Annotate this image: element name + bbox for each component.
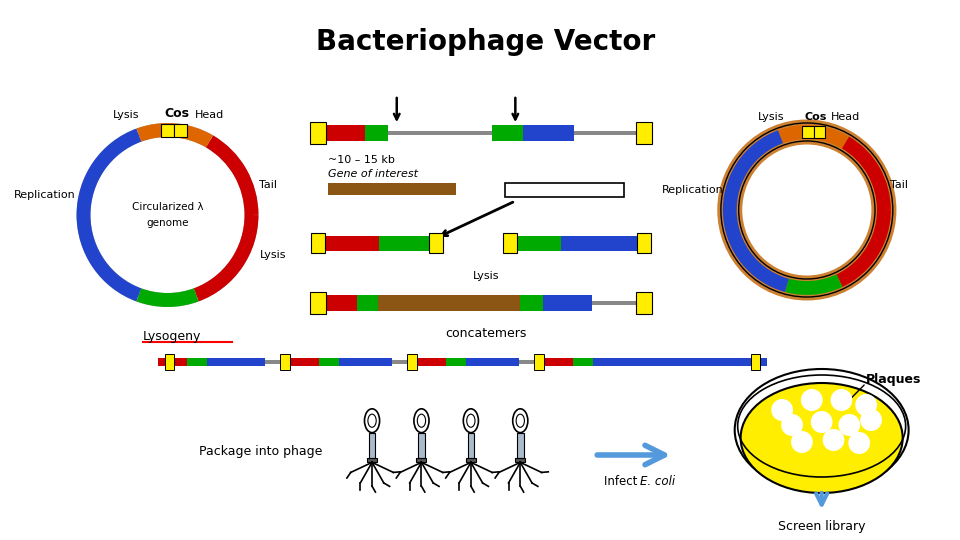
Bar xyxy=(516,458,525,462)
Text: ~10 – 15 kb: ~10 – 15 kb xyxy=(327,155,395,165)
Bar xyxy=(466,358,519,366)
Bar xyxy=(161,124,174,137)
Bar xyxy=(367,458,377,462)
Circle shape xyxy=(781,414,803,436)
Bar xyxy=(311,233,324,253)
Circle shape xyxy=(739,142,874,278)
Circle shape xyxy=(860,409,882,431)
Bar xyxy=(318,131,644,135)
Bar xyxy=(802,126,813,138)
Circle shape xyxy=(838,414,860,436)
Bar xyxy=(429,233,444,253)
Bar xyxy=(520,295,542,311)
Bar xyxy=(446,358,466,366)
Bar xyxy=(506,183,624,197)
Bar xyxy=(187,358,207,366)
Bar xyxy=(636,122,652,144)
Bar xyxy=(511,235,561,251)
Bar xyxy=(419,433,425,458)
Bar xyxy=(636,292,652,314)
Bar xyxy=(813,126,826,138)
Bar xyxy=(379,235,436,251)
Bar xyxy=(357,295,378,311)
Bar xyxy=(407,358,446,366)
Bar xyxy=(636,233,651,253)
Bar xyxy=(751,354,760,370)
Text: Package into phage: Package into phage xyxy=(199,446,323,458)
Bar xyxy=(320,358,339,366)
Bar xyxy=(157,360,767,364)
Text: Bacteriophage Vector: Bacteriophage Vector xyxy=(316,28,656,56)
Bar xyxy=(593,358,767,366)
Ellipse shape xyxy=(740,383,902,493)
Text: Plaques: Plaques xyxy=(866,374,922,387)
Bar xyxy=(157,358,187,366)
Circle shape xyxy=(830,389,852,411)
Text: Lysogeny: Lysogeny xyxy=(143,330,202,343)
Circle shape xyxy=(79,125,256,305)
Circle shape xyxy=(855,394,877,416)
Bar xyxy=(468,433,474,458)
FancyArrowPatch shape xyxy=(816,493,828,504)
Bar xyxy=(339,358,392,366)
Text: Tail: Tail xyxy=(890,180,908,190)
Bar xyxy=(279,358,320,366)
Text: genome: genome xyxy=(146,218,189,228)
Bar xyxy=(318,301,644,305)
Text: Cos: Cos xyxy=(804,112,827,122)
Bar xyxy=(207,358,265,366)
Bar xyxy=(417,458,426,462)
Bar xyxy=(492,125,523,141)
Bar xyxy=(516,433,523,458)
FancyArrowPatch shape xyxy=(597,446,664,465)
Text: concatemers: concatemers xyxy=(445,327,526,340)
Circle shape xyxy=(801,389,823,411)
Text: Infect: Infect xyxy=(604,475,641,488)
Bar xyxy=(365,125,388,141)
Bar xyxy=(164,354,175,370)
Circle shape xyxy=(823,429,845,451)
Bar xyxy=(369,433,375,458)
Bar xyxy=(318,125,365,141)
Bar xyxy=(503,233,517,253)
Bar xyxy=(279,354,290,370)
Bar xyxy=(318,235,379,251)
Bar xyxy=(542,295,591,311)
Text: Gene of interest: Gene of interest xyxy=(327,169,418,179)
Bar xyxy=(310,292,325,314)
Text: Head: Head xyxy=(195,110,224,120)
Text: Tail: Tail xyxy=(259,180,277,190)
Bar xyxy=(534,358,573,366)
Text: Lysis: Lysis xyxy=(259,250,286,260)
Circle shape xyxy=(791,431,813,453)
Circle shape xyxy=(811,411,832,433)
Bar xyxy=(466,458,476,462)
Bar xyxy=(407,354,417,370)
Text: Lysis: Lysis xyxy=(757,112,784,122)
Bar xyxy=(378,295,520,311)
Bar xyxy=(534,354,543,370)
Bar xyxy=(327,183,456,195)
Text: Cos: Cos xyxy=(164,107,189,120)
Text: Circularized λ: Circularized λ xyxy=(132,202,204,212)
Circle shape xyxy=(849,432,870,454)
Bar xyxy=(573,358,593,366)
Text: Screen library: Screen library xyxy=(778,520,865,533)
Bar xyxy=(318,295,357,311)
Text: E. coli: E. coli xyxy=(639,475,675,488)
Bar xyxy=(310,122,325,144)
Text: Lysis: Lysis xyxy=(112,110,139,120)
Bar xyxy=(174,124,186,137)
Text: Replication: Replication xyxy=(13,190,76,200)
Circle shape xyxy=(771,399,793,421)
Text: Replication: Replication xyxy=(662,185,724,195)
Text: Head: Head xyxy=(831,112,860,122)
Text: Lysis: Lysis xyxy=(472,271,499,281)
Bar xyxy=(523,125,574,141)
Bar xyxy=(561,235,644,251)
